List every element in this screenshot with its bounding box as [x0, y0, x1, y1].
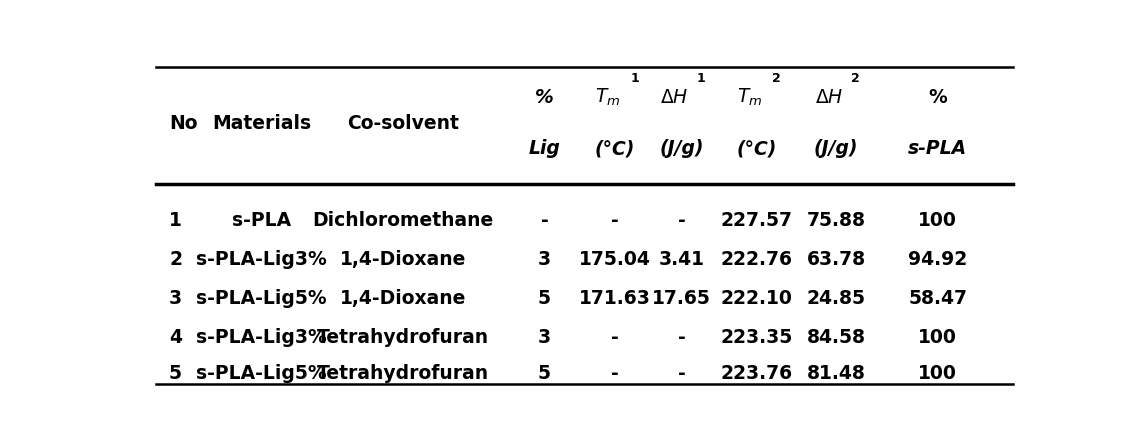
Text: $\mathit{T}_m$: $\mathit{T}_m$ [736, 87, 763, 108]
Text: 100: 100 [918, 211, 958, 230]
Text: 17.65: 17.65 [652, 289, 711, 308]
Text: s-PLA-Lig5%: s-PLA-Lig5% [196, 289, 327, 308]
Text: 58.47: 58.47 [909, 289, 967, 308]
Text: s-PLA: s-PLA [233, 211, 292, 230]
Text: %: % [535, 88, 554, 107]
Text: -: - [677, 329, 685, 347]
Text: 3: 3 [169, 289, 182, 308]
Text: No: No [169, 113, 197, 132]
Text: 84.58: 84.58 [806, 329, 865, 347]
Text: 5: 5 [169, 364, 182, 383]
Text: Co-solvent: Co-solvent [348, 113, 459, 132]
Text: Tetrahydrofuran: Tetrahydrofuran [317, 329, 489, 347]
Text: 1: 1 [630, 72, 640, 85]
Text: 3: 3 [538, 250, 551, 269]
Text: s-PLA-Lig3%: s-PLA-Lig3% [196, 250, 327, 269]
Text: 175.04: 175.04 [579, 250, 651, 269]
Text: (J/g): (J/g) [659, 139, 703, 158]
Text: Lig: Lig [529, 139, 561, 158]
Text: 2: 2 [169, 250, 182, 269]
Text: $\mathit{T}_m$: $\mathit{T}_m$ [595, 87, 621, 108]
Text: 1: 1 [697, 72, 706, 85]
Text: s-PLA-Lig5%: s-PLA-Lig5% [196, 364, 327, 383]
Text: -: - [611, 211, 619, 230]
Text: %: % [928, 88, 947, 107]
Text: (°C): (°C) [736, 139, 776, 158]
Text: -: - [677, 364, 685, 383]
Text: 1,4-Dioxane: 1,4-Dioxane [340, 250, 466, 269]
Text: -: - [611, 364, 619, 383]
Text: 5: 5 [538, 364, 551, 383]
Text: 4: 4 [169, 329, 182, 347]
Text: Dichloromethane: Dichloromethane [312, 211, 494, 230]
Text: Materials: Materials [212, 113, 311, 132]
Text: 3.41: 3.41 [659, 250, 705, 269]
Text: 100: 100 [918, 329, 958, 347]
Text: 1: 1 [169, 211, 182, 230]
Text: -: - [677, 211, 685, 230]
Text: 2: 2 [852, 72, 860, 85]
Text: 222.10: 222.10 [720, 289, 792, 308]
Text: 3: 3 [538, 329, 551, 347]
Text: Tetrahydrofuran: Tetrahydrofuran [317, 364, 489, 383]
Text: 227.57: 227.57 [720, 211, 792, 230]
Text: 2: 2 [772, 72, 781, 85]
Text: 222.76: 222.76 [720, 250, 792, 269]
Text: 5: 5 [538, 289, 551, 308]
Text: (J/g): (J/g) [814, 139, 858, 158]
Text: 94.92: 94.92 [909, 250, 967, 269]
Text: $\mathit{\Delta H}$: $\mathit{\Delta H}$ [815, 88, 844, 107]
Text: 1,4-Dioxane: 1,4-Dioxane [340, 289, 466, 308]
Text: 63.78: 63.78 [806, 250, 865, 269]
Text: 24.85: 24.85 [806, 289, 865, 308]
Text: 171.63: 171.63 [579, 289, 651, 308]
Text: s-PLA-Lig3%: s-PLA-Lig3% [196, 329, 327, 347]
Text: 223.76: 223.76 [720, 364, 792, 383]
Text: 223.35: 223.35 [720, 329, 792, 347]
Text: 75.88: 75.88 [806, 211, 865, 230]
Text: $\mathit{\Delta H}$: $\mathit{\Delta H}$ [660, 88, 689, 107]
Text: -: - [540, 211, 548, 230]
Text: s-PLA: s-PLA [909, 139, 967, 158]
Text: 100: 100 [918, 364, 958, 383]
Text: 81.48: 81.48 [807, 364, 865, 383]
Text: (°C): (°C) [595, 139, 635, 158]
Text: -: - [611, 329, 619, 347]
